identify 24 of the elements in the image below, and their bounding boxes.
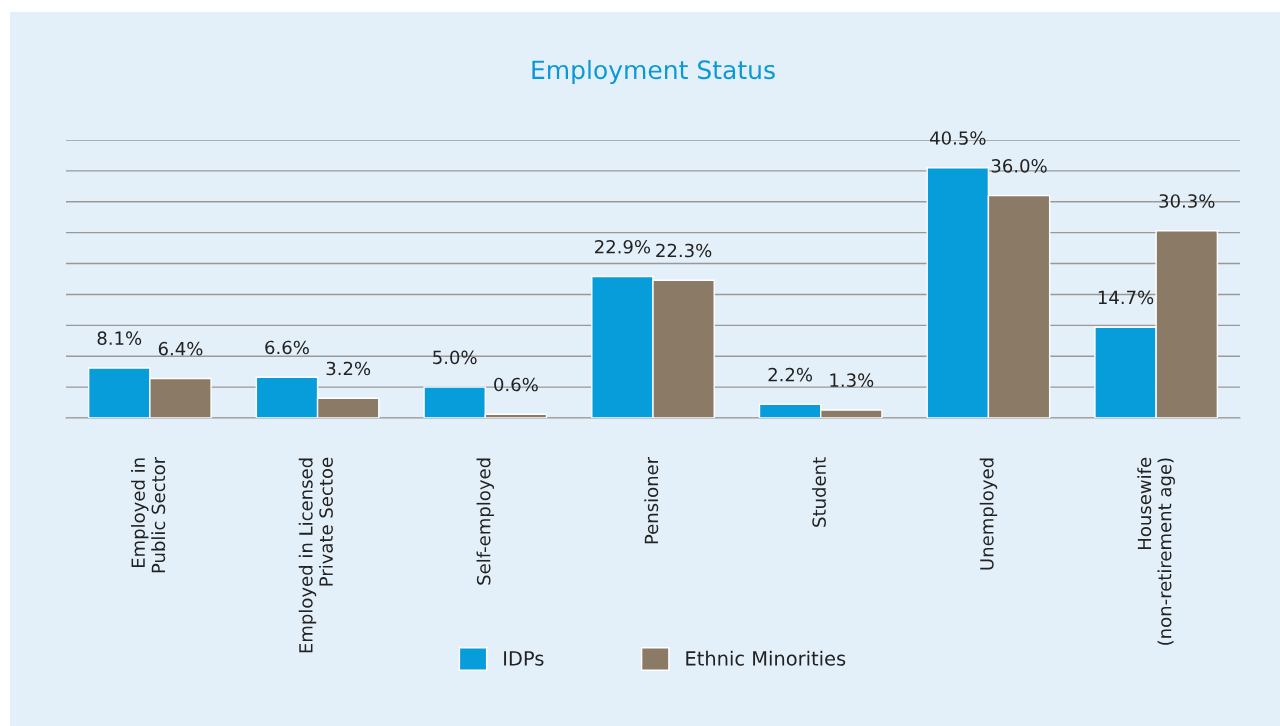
data-label: 36.0% bbox=[991, 159, 1047, 173]
data-label: 3.2% bbox=[326, 361, 371, 376]
data-label: 6.4% bbox=[158, 341, 203, 356]
data-label: 6.6% bbox=[265, 340, 309, 355]
data-label: 8.1% bbox=[97, 331, 142, 346]
data-label: 2.2% bbox=[768, 367, 813, 382]
data-label: 0.6% bbox=[494, 377, 538, 392]
legend-label: Ethnic Minorities bbox=[686, 650, 846, 666]
x-tick-label: Pensioner bbox=[644, 456, 659, 544]
x-tick-label: Employed in Public Sector bbox=[131, 456, 166, 573]
data-label: 22.3% bbox=[656, 243, 712, 258]
data-label: 22.9% bbox=[595, 239, 651, 254]
data-label: 14.7% bbox=[1098, 290, 1154, 305]
x-tick-label: Self-employed bbox=[476, 458, 495, 585]
data-label: 5.0% bbox=[433, 350, 477, 365]
chart-title: Employment Status bbox=[532, 59, 775, 85]
legend-label: IDPs bbox=[504, 651, 544, 666]
x-tick-label: Unemployed bbox=[979, 458, 998, 570]
data-label: 40.5% bbox=[930, 131, 986, 145]
x-tick-label: Housewife (non-retirement age) bbox=[1137, 457, 1175, 645]
x-tick-label: Student bbox=[811, 457, 826, 527]
x-tick-label: Employed in Licensed Private Sectoe bbox=[298, 457, 333, 653]
data-label: 30.3% bbox=[1159, 194, 1215, 208]
data-label: 1.3% bbox=[830, 373, 874, 388]
